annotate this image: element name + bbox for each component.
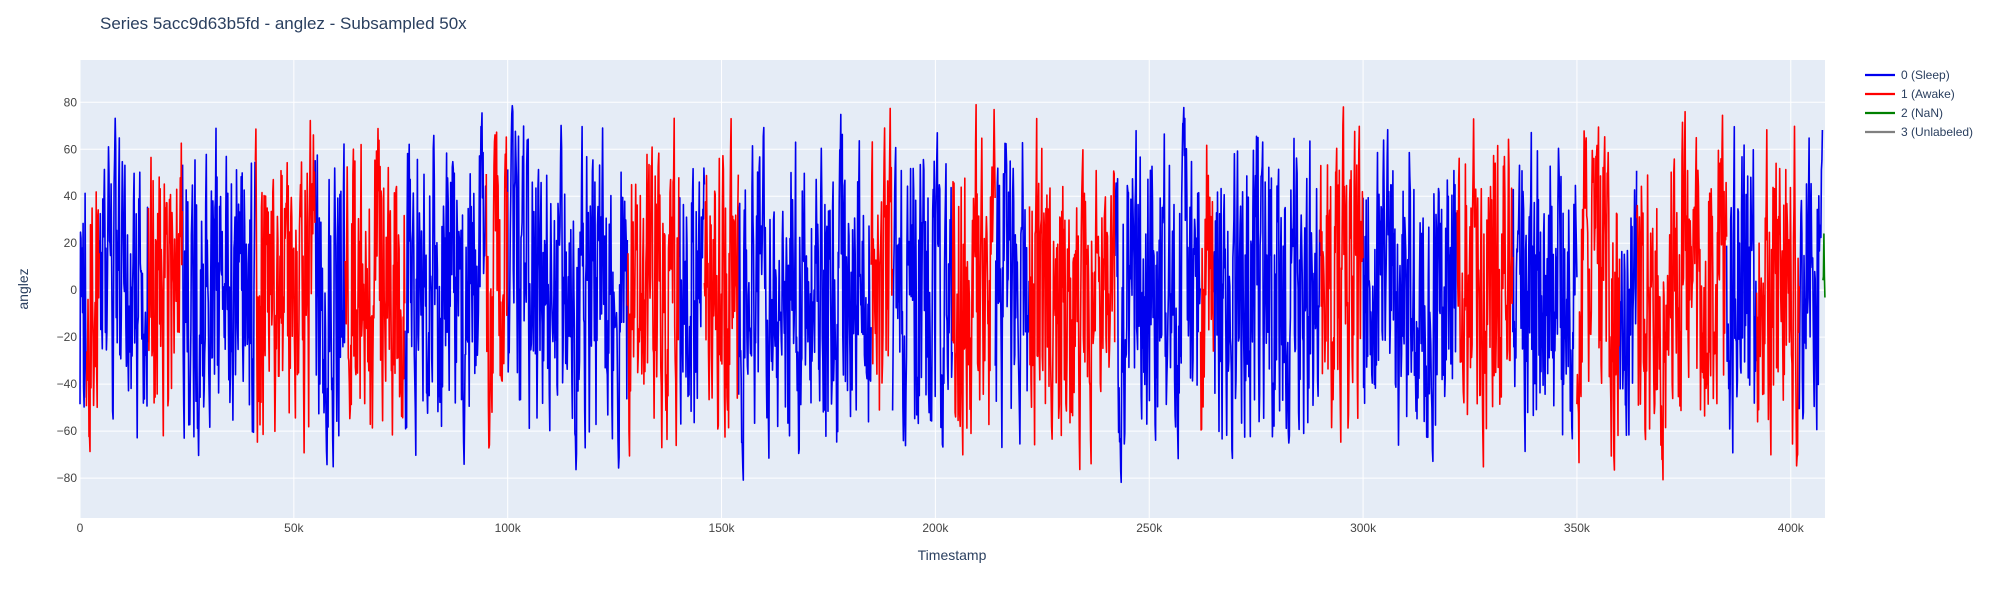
series-line-segment: [1798, 129, 1824, 431]
x-tick-label: 50k: [284, 521, 304, 535]
legend-item-0[interactable]: 0 (Sleep): [1865, 68, 1950, 82]
series-line-segment: [737, 113, 872, 481]
y-tick-label: −40: [57, 377, 78, 391]
series-line-segment: [678, 167, 706, 425]
y-tick-label: 60: [64, 142, 78, 156]
series-line-segment: [314, 143, 346, 468]
traces: [79, 103, 1826, 484]
series-line-segment: [703, 117, 740, 438]
series-line-segment: [870, 107, 894, 411]
x-tick-label: 250k: [1136, 521, 1163, 535]
x-tick-label: 100k: [495, 521, 522, 535]
series-line-segment: [404, 112, 487, 465]
y-tick-label: 0: [70, 283, 77, 297]
series-line-segment: [1362, 128, 1458, 463]
series-line-segment: [344, 127, 406, 436]
series-line-segment: [1456, 118, 1514, 468]
series-line-segment: [79, 192, 87, 408]
x-tick-label: 150k: [709, 521, 736, 535]
series-trace-0: [79, 104, 1824, 484]
series-line-segment: [1618, 170, 1638, 436]
y-axis-ticks: −80 −60 −40 −20 0 20 40 60 80: [57, 95, 78, 485]
x-tick-label: 400k: [1778, 521, 1805, 535]
series-line-segment: [626, 117, 680, 457]
y-tick-label: −60: [57, 424, 78, 438]
series-line-segment: [85, 191, 100, 453]
series-line-segment: [1725, 125, 1758, 454]
y-tick-label: 80: [64, 95, 78, 109]
y-tick-label: −20: [57, 330, 78, 344]
legend-label: 3 (Unlabeled): [1901, 125, 1973, 139]
series-line-segment: [1114, 106, 1201, 484]
series-line-segment: [1576, 126, 1621, 471]
y-tick-label: 40: [64, 189, 78, 203]
series-line-segment: [1319, 106, 1364, 443]
x-tick-label: 350k: [1564, 521, 1591, 535]
chart-title: Series 5acc9d63b5fd - anglez - Subsample…: [100, 14, 467, 33]
series-line-segment: [1028, 117, 1116, 471]
x-axis-ticks: 0 50k 100k 150k 200k 250k 300k 350k 400k: [77, 521, 1805, 535]
legend-item-2[interactable]: 2 (NaN): [1865, 106, 1943, 120]
legend-label: 0 (Sleep): [1901, 68, 1950, 82]
series-trace-2: [1822, 233, 1826, 298]
series-line-segment: [1636, 110, 1728, 481]
series-line-segment: [891, 132, 953, 448]
legend-label: 1 (Awake): [1901, 87, 1955, 101]
legend-label: 2 (NaN): [1901, 106, 1943, 120]
y-tick-label: 20: [64, 236, 78, 250]
x-axis-title: Timestamp: [918, 547, 987, 563]
legend[interactable]: 0 (Sleep) 1 (Awake) 2 (NaN) 3 (Unlabeled): [1865, 68, 1973, 139]
series-line-segment: [485, 131, 509, 449]
series-line-segment: [254, 119, 316, 454]
series-line-segment: [1755, 125, 1800, 467]
series-line-segment: [951, 103, 996, 456]
series-line-segment: [506, 104, 629, 471]
x-tick-label: 300k: [1350, 521, 1377, 535]
series-line-segment: [1199, 144, 1215, 431]
series-line-segment: [98, 117, 149, 439]
y-axis-title: anglez: [15, 268, 31, 309]
y-tick-label: −80: [57, 471, 78, 485]
series-line-segment: [994, 141, 1030, 449]
legend-item-3[interactable]: 3 (Unlabeled): [1865, 125, 1973, 139]
series-trace-1: [85, 103, 1800, 481]
series-line-segment: [1212, 135, 1321, 460]
series-line-segment: [147, 142, 184, 437]
legend-item-1[interactable]: 1 (Awake): [1865, 87, 1955, 101]
series-line-segment: [181, 127, 256, 457]
series-line-segment: [1822, 233, 1826, 298]
series-line-segment: [1512, 131, 1578, 453]
x-tick-label: 200k: [922, 521, 949, 535]
x-tick-label: 0: [77, 521, 84, 535]
